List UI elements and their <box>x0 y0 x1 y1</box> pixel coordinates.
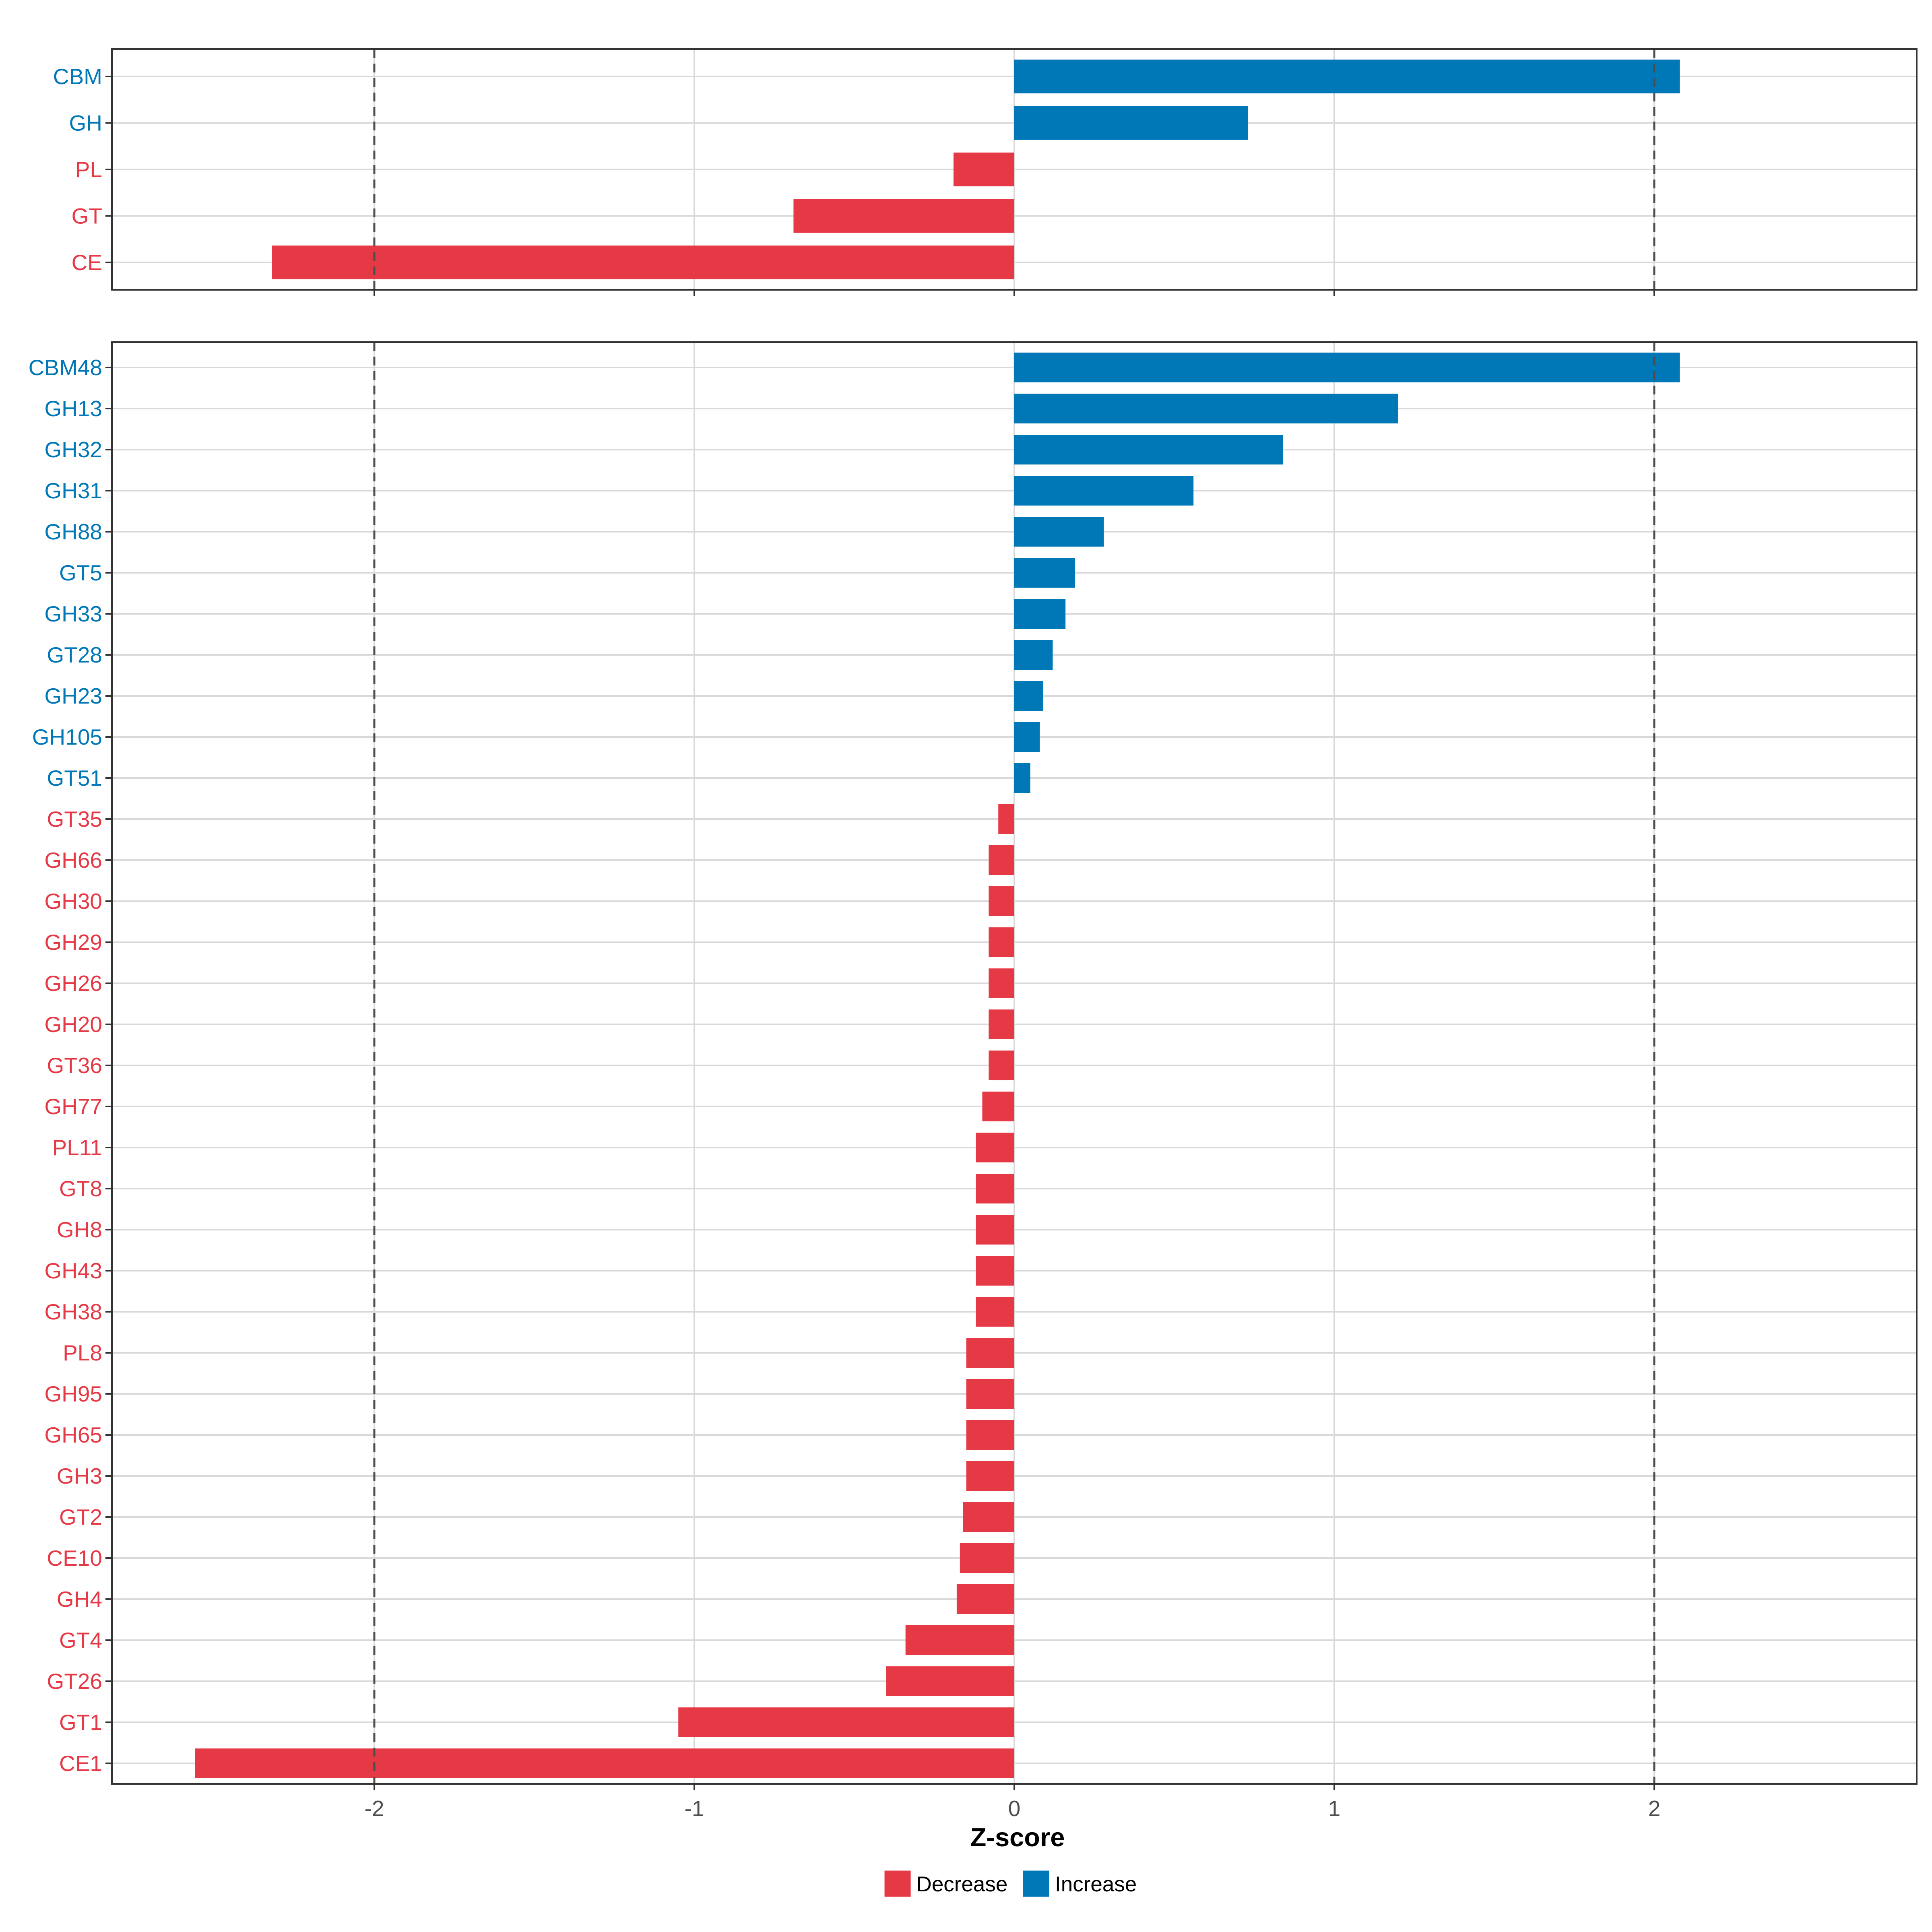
bar-gt8 <box>976 1174 1014 1203</box>
y-tick-label: GT35 <box>47 807 102 832</box>
y-tick-label: GH31 <box>44 478 102 503</box>
top-panel: CBM GH PL GT CE <box>53 48 1918 296</box>
y-tick-label: GH4 <box>57 1587 102 1612</box>
bottom-panel: CBM48 GH13 GH32 GH31 GH88 GT5 GH33 GT28 GH23 GH10… <box>29 341 1918 1790</box>
bar-cbm <box>1014 60 1680 93</box>
bar-gh20 <box>989 1009 1014 1039</box>
y-tick-label: GH29 <box>44 930 102 955</box>
y-tick-label: PL8 <box>63 1340 102 1365</box>
y-tick-label: GT1 <box>59 1710 102 1735</box>
bar-gh29 <box>989 927 1014 957</box>
y-tick-label: CBM48 <box>29 355 102 380</box>
y-tick-label: PL <box>75 157 102 182</box>
bar-pl <box>953 153 1014 186</box>
bar-gh105 <box>1014 722 1040 752</box>
bar-gh30 <box>989 886 1014 916</box>
bar-gh <box>1014 106 1248 140</box>
y-tick-label: GH95 <box>44 1381 102 1406</box>
y-tick-label: GH65 <box>44 1422 102 1447</box>
bar-gt1 <box>678 1707 1014 1737</box>
bar-gh65 <box>966 1420 1014 1450</box>
bar-gt35 <box>998 804 1014 834</box>
bar-gh4 <box>956 1584 1014 1614</box>
x-axis: -2 -1 0 1 2 <box>365 1796 1661 1821</box>
bar-pl8 <box>966 1338 1014 1368</box>
x-tick-label: 1 <box>1328 1796 1341 1821</box>
legend-label-decrease: Decrease <box>916 1872 1008 1896</box>
bar-gt36 <box>989 1051 1014 1080</box>
legend-swatch-decrease <box>884 1870 911 1897</box>
bar-gh13 <box>1014 394 1398 423</box>
legend: Decrease Increase <box>884 1870 1137 1897</box>
bar-gh8 <box>976 1215 1014 1245</box>
bar-ce1 <box>195 1748 1014 1778</box>
y-tick-label: GH77 <box>44 1094 102 1119</box>
bar-gt2 <box>963 1502 1014 1532</box>
y-tick-label: GT2 <box>59 1505 102 1530</box>
bar-gh38 <box>976 1297 1014 1327</box>
y-tick-label: GH66 <box>44 848 102 873</box>
bar-gt4 <box>905 1625 1014 1655</box>
x-tick-label: 0 <box>1008 1796 1021 1821</box>
y-tick-label: GT36 <box>47 1053 102 1078</box>
bar-cbm48 <box>1014 353 1680 382</box>
bar-gh23 <box>1014 681 1043 711</box>
y-tick-label: GH <box>69 111 103 136</box>
y-tick-label: GH33 <box>44 601 102 626</box>
y-tick-label: GT28 <box>47 642 102 667</box>
y-tick-label: GH26 <box>44 971 102 996</box>
bar-gt <box>793 199 1014 233</box>
y-tick-label: GT <box>72 204 102 229</box>
y-tick-label: GH30 <box>44 889 102 914</box>
bar-ce <box>272 246 1014 279</box>
bar-ce10 <box>960 1543 1014 1573</box>
y-tick-label: GT51 <box>47 766 102 791</box>
bar-gh43 <box>976 1256 1014 1286</box>
bar-gh88 <box>1014 517 1104 547</box>
bar-gh26 <box>989 968 1014 998</box>
y-tick-label: GH3 <box>57 1463 102 1488</box>
bar-gh66 <box>989 845 1014 875</box>
y-tick-label: GH43 <box>44 1258 102 1283</box>
y-tick-label: GT5 <box>59 560 102 585</box>
bar-gh31 <box>1014 476 1194 506</box>
legend-label-increase: Increase <box>1055 1872 1137 1896</box>
y-tick-label: GH88 <box>44 519 102 544</box>
bar-pl11 <box>976 1133 1014 1162</box>
y-tick-label: GH20 <box>44 1012 102 1037</box>
legend-swatch-increase <box>1023 1870 1049 1897</box>
y-tick-label: GT8 <box>59 1176 102 1201</box>
y-tick-label: GT4 <box>59 1628 102 1653</box>
bar-gh77 <box>982 1092 1014 1121</box>
y-tick-label: GH13 <box>44 396 102 421</box>
y-tick-label: PL11 <box>52 1135 102 1160</box>
bar-gh32 <box>1014 435 1283 464</box>
bar-gt26 <box>886 1666 1014 1696</box>
bar-gt28 <box>1014 640 1053 670</box>
bar-gh3 <box>966 1461 1014 1491</box>
x-tick-label: -2 <box>365 1796 384 1821</box>
bar-gh95 <box>966 1379 1014 1409</box>
bar-gt5 <box>1014 558 1075 588</box>
y-tick-label: GH38 <box>44 1299 102 1324</box>
y-tick-label: GT26 <box>47 1669 102 1694</box>
y-tick-label: GH23 <box>44 683 102 708</box>
y-tick-label: CBM <box>53 64 102 89</box>
y-tick-label: CE10 <box>47 1546 102 1571</box>
y-tick-label: GH105 <box>32 724 102 749</box>
y-tick-label: CE <box>72 250 102 275</box>
x-tick-label: -1 <box>685 1796 704 1821</box>
x-axis-title: Z-score <box>970 1823 1065 1852</box>
x-tick-label: 2 <box>1648 1796 1661 1821</box>
y-tick-label: GH32 <box>44 437 102 462</box>
bar-gt51 <box>1014 763 1030 793</box>
y-tick-label: CE1 <box>59 1751 102 1776</box>
y-tick-label: GH8 <box>57 1217 102 1242</box>
bar-gh33 <box>1014 599 1066 629</box>
